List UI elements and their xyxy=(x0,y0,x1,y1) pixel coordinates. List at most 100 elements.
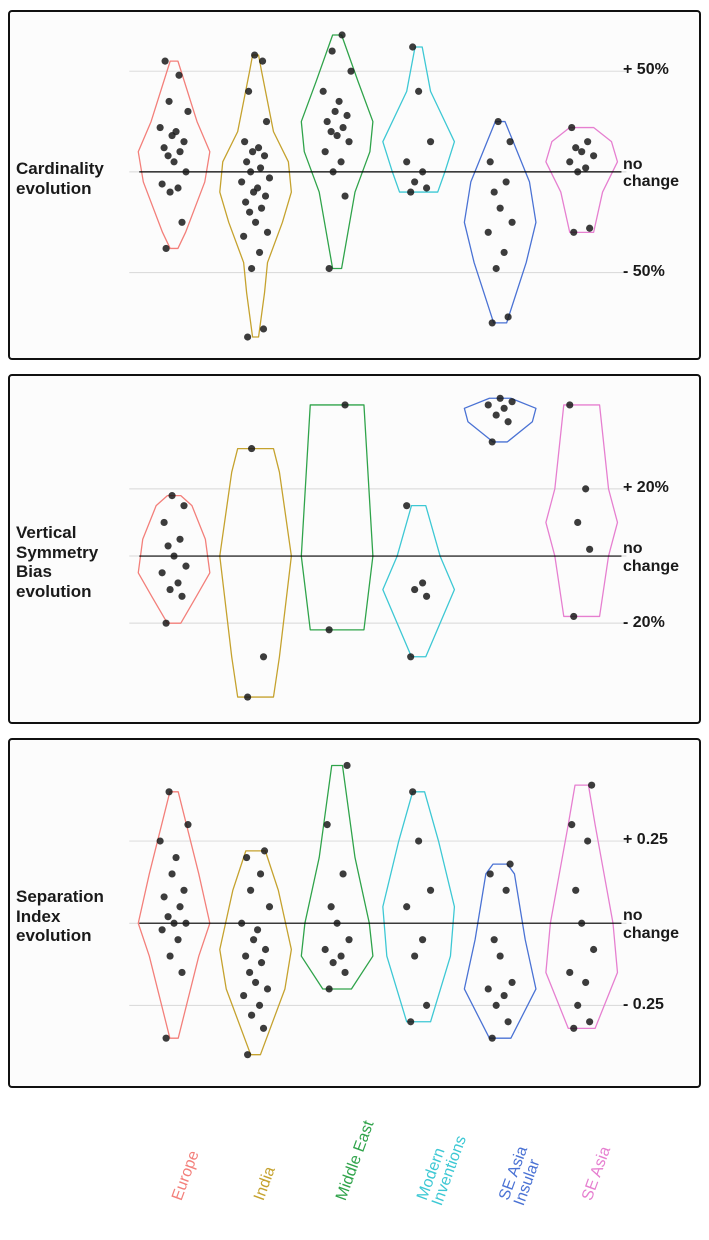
data-point xyxy=(485,985,492,992)
data-point xyxy=(165,542,172,549)
data-point xyxy=(248,445,255,452)
data-point xyxy=(251,51,258,58)
x-category-label: ModernInventions xyxy=(415,1128,470,1207)
data-point xyxy=(423,184,430,191)
data-point xyxy=(487,870,494,877)
data-point xyxy=(493,265,500,272)
data-point xyxy=(566,158,573,165)
data-point xyxy=(566,969,573,976)
data-point xyxy=(324,118,331,125)
data-point xyxy=(261,152,268,159)
data-point xyxy=(503,178,510,185)
data-point xyxy=(326,985,333,992)
data-point xyxy=(248,265,255,272)
data-point xyxy=(491,936,498,943)
data-point xyxy=(244,1051,251,1058)
data-point xyxy=(178,969,185,976)
data-point xyxy=(334,920,341,927)
data-point xyxy=(266,174,273,181)
data-point xyxy=(407,1018,414,1025)
data-point xyxy=(170,158,177,165)
data-point xyxy=(172,854,179,861)
data-point xyxy=(330,959,337,966)
violin-modern xyxy=(383,47,455,192)
data-point xyxy=(261,847,268,854)
data-point xyxy=(174,579,181,586)
data-point xyxy=(172,128,179,135)
data-point xyxy=(180,138,187,145)
data-point xyxy=(258,205,265,212)
data-point xyxy=(176,536,183,543)
data-point xyxy=(182,920,189,927)
data-point xyxy=(176,148,183,155)
data-point xyxy=(497,952,504,959)
data-point xyxy=(184,821,191,828)
data-point xyxy=(403,903,410,910)
x-category-europe: Europe xyxy=(169,1149,204,1204)
data-point xyxy=(570,229,577,236)
data-point xyxy=(262,192,269,199)
data-point xyxy=(252,219,259,226)
data-point xyxy=(247,168,254,175)
data-point xyxy=(161,893,168,900)
x-category-seasia: SE Asia xyxy=(579,1144,615,1203)
data-point xyxy=(254,184,261,191)
data-point xyxy=(578,148,585,155)
x-category-label: SE AsiaInsular xyxy=(497,1144,546,1208)
data-point xyxy=(260,1025,267,1032)
data-point xyxy=(582,979,589,986)
data-point xyxy=(584,138,591,145)
data-point xyxy=(493,1002,500,1009)
data-point xyxy=(427,138,434,145)
data-point xyxy=(337,158,344,165)
data-point xyxy=(415,88,422,95)
data-point xyxy=(264,985,271,992)
data-point xyxy=(174,184,181,191)
data-point xyxy=(339,870,346,877)
violin-seasia_ins xyxy=(464,122,536,323)
data-point xyxy=(337,952,344,959)
data-point xyxy=(260,325,267,332)
data-point xyxy=(262,946,269,953)
data-point xyxy=(182,168,189,175)
violin-india xyxy=(220,55,292,337)
data-point xyxy=(168,492,175,499)
data-point xyxy=(572,887,579,894)
data-point xyxy=(345,138,352,145)
data-point xyxy=(245,88,252,95)
data-point xyxy=(411,952,418,959)
data-point xyxy=(328,128,335,135)
data-point xyxy=(341,969,348,976)
data-point xyxy=(322,946,329,953)
data-point xyxy=(161,144,168,151)
violin-europe xyxy=(138,61,210,248)
data-point xyxy=(238,920,245,927)
data-point xyxy=(175,72,182,79)
violin-seasia_ins xyxy=(464,398,536,442)
data-point xyxy=(485,229,492,236)
data-point xyxy=(163,620,170,627)
data-point xyxy=(423,593,430,600)
data-point xyxy=(590,946,597,953)
data-point xyxy=(254,926,261,933)
data-point xyxy=(574,519,581,526)
data-point xyxy=(244,333,251,340)
violin-mideast xyxy=(301,35,373,269)
violin-modern xyxy=(383,506,455,657)
data-point xyxy=(165,913,172,920)
data-point xyxy=(162,58,169,65)
data-point xyxy=(505,1018,512,1025)
data-point xyxy=(501,405,508,412)
data-point xyxy=(586,225,593,232)
data-point xyxy=(509,219,516,226)
panel-svg xyxy=(10,740,699,1090)
data-point xyxy=(509,979,516,986)
data-point xyxy=(259,58,266,65)
data-point xyxy=(258,959,265,966)
data-point xyxy=(241,138,248,145)
data-point xyxy=(163,245,170,252)
data-point xyxy=(334,132,341,139)
data-point xyxy=(180,887,187,894)
data-point xyxy=(578,920,585,927)
data-point xyxy=(487,158,494,165)
